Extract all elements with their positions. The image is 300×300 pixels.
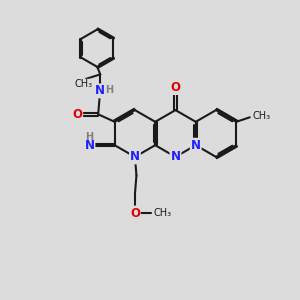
Text: CH₃: CH₃ xyxy=(74,79,92,89)
Text: N: N xyxy=(170,150,181,164)
Text: CH₃: CH₃ xyxy=(253,111,271,121)
Text: H: H xyxy=(85,132,94,142)
Text: O: O xyxy=(170,81,181,94)
Text: N: N xyxy=(95,84,105,98)
Text: N: N xyxy=(85,139,94,152)
Text: N: N xyxy=(130,150,140,164)
Text: O: O xyxy=(130,206,140,220)
Text: N: N xyxy=(191,139,201,152)
Text: CH₃: CH₃ xyxy=(154,208,172,218)
Text: O: O xyxy=(72,108,82,121)
Text: H: H xyxy=(105,85,113,95)
